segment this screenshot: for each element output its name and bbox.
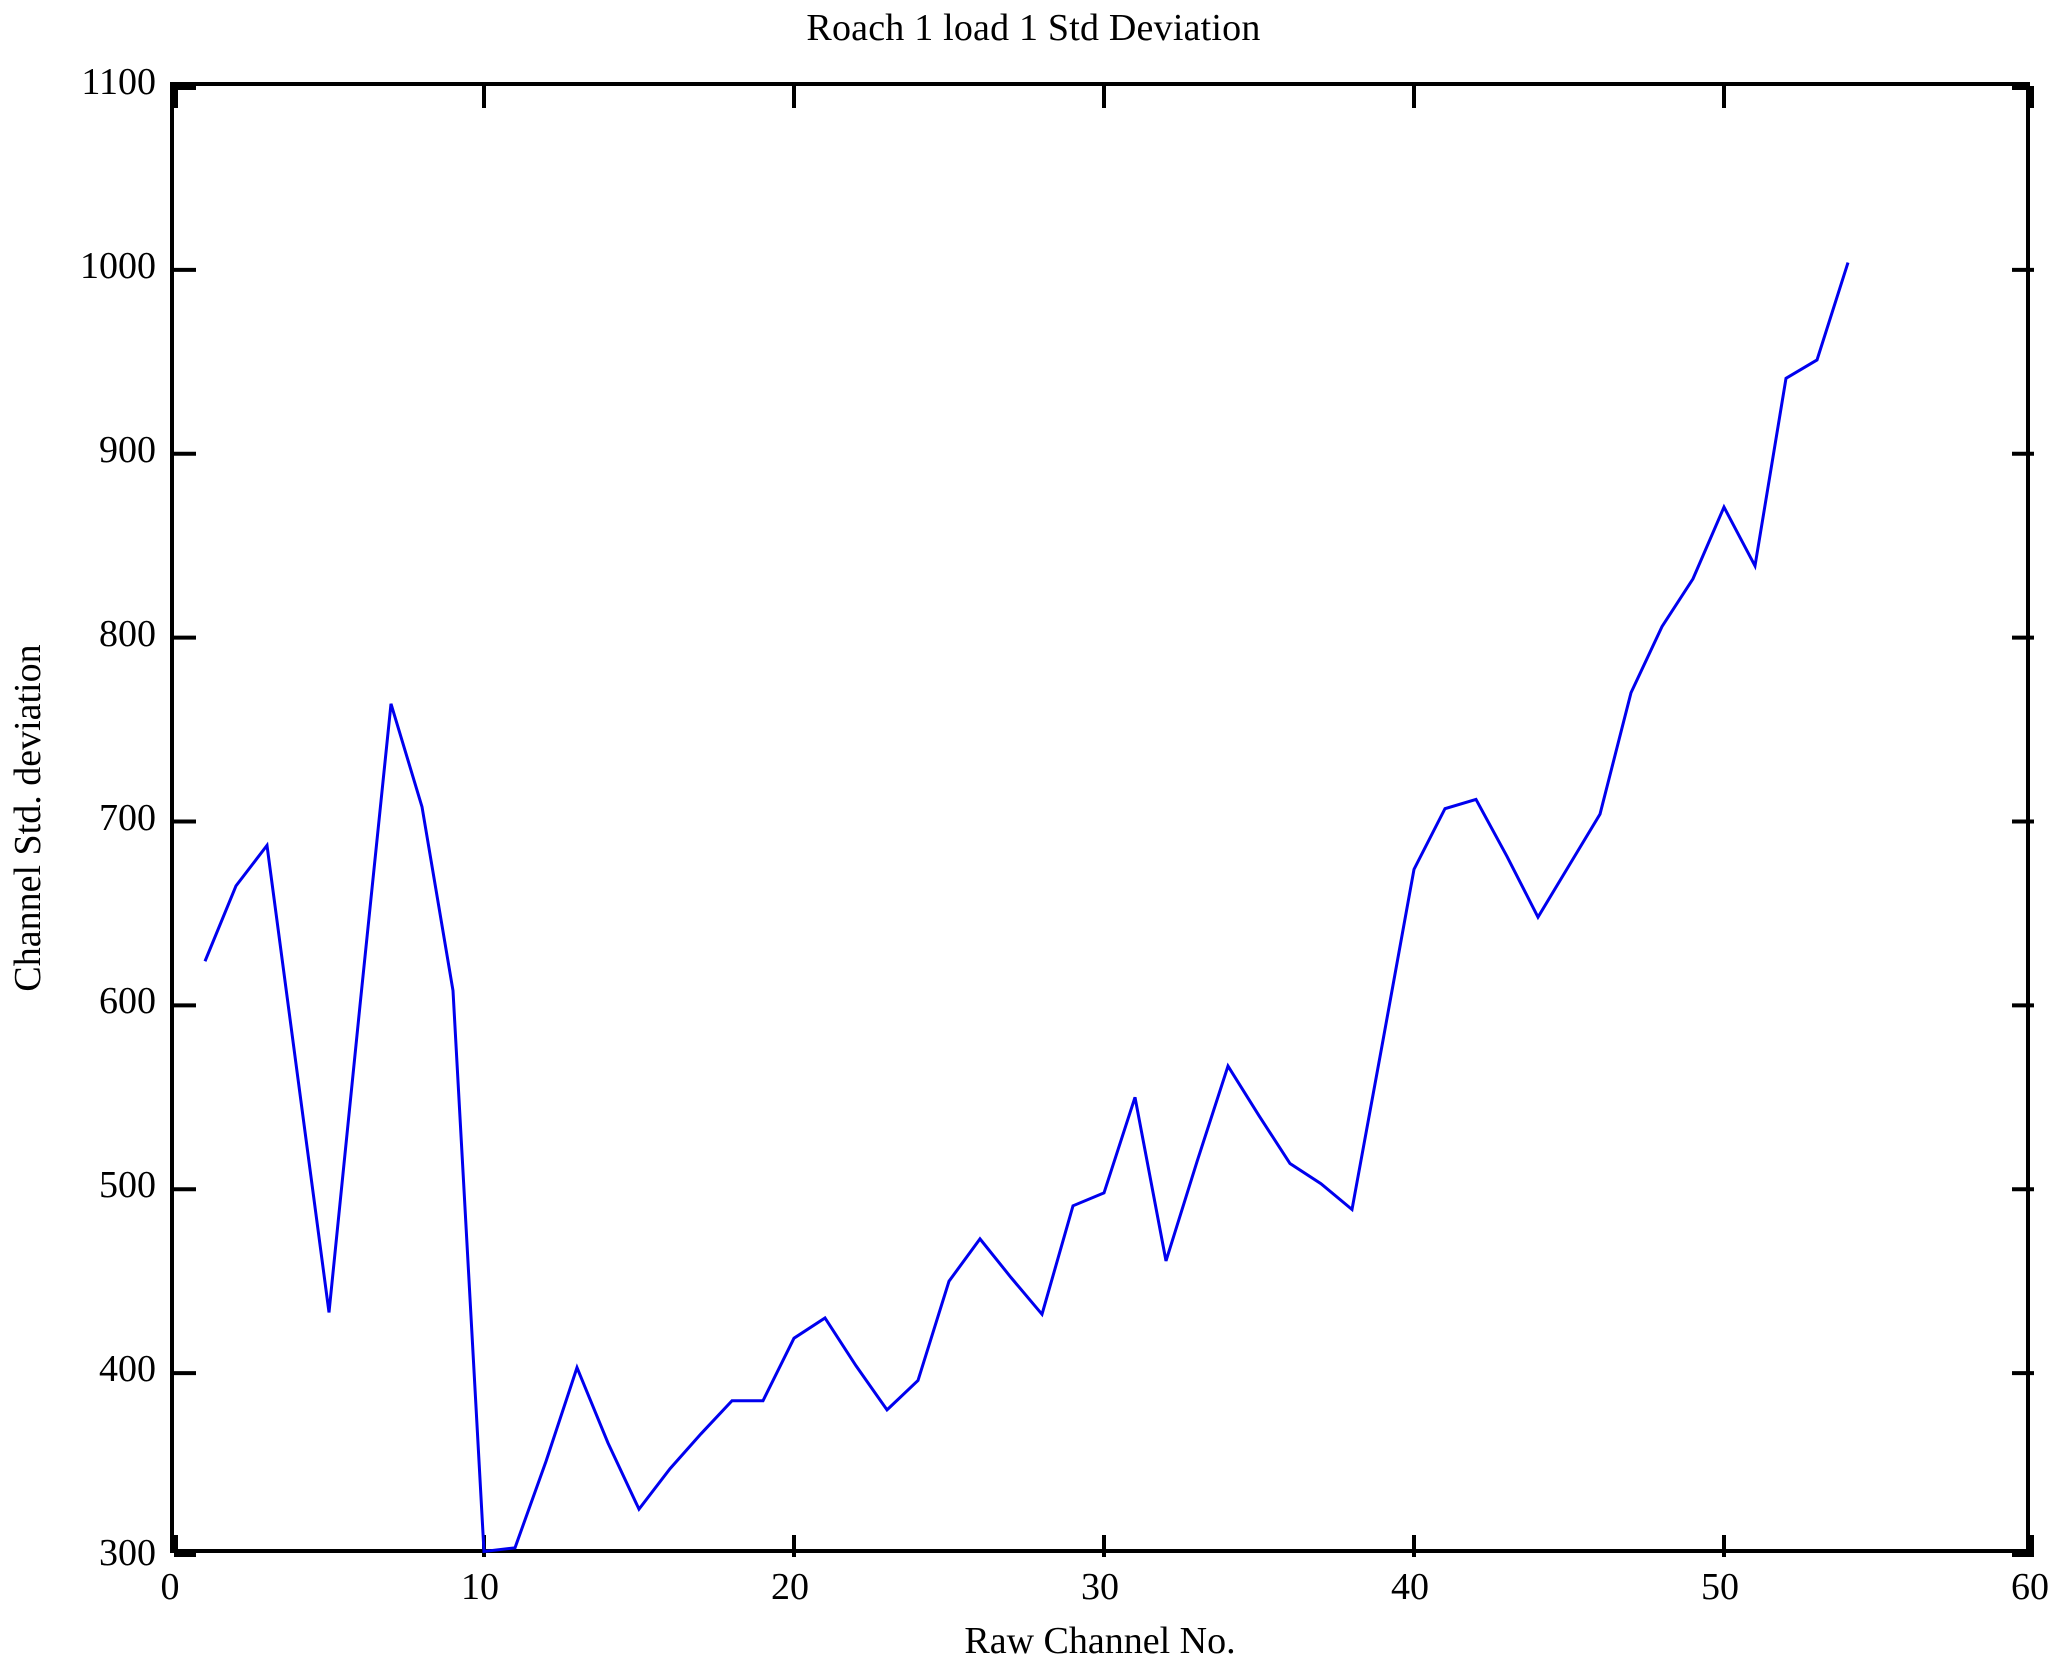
y-tick-marks <box>174 86 2034 1557</box>
y-tick-label: 700 <box>99 796 156 839</box>
y-tick-label: 800 <box>99 612 156 655</box>
plot-canvas <box>174 86 2034 1557</box>
plot-area <box>170 82 2034 1557</box>
chart-title: Roach 1 load 1 Std Deviation <box>806 7 1261 49</box>
y-axis-tick-labels: 300 400 500 600 700 800 900 1000 1100 <box>0 63 158 1572</box>
x-tick-label: 0 <box>160 1566 180 1608</box>
x-tick-label: 20 <box>771 1566 809 1608</box>
x-tick-label: 40 <box>1391 1566 1429 1608</box>
y-tick-label: 600 <box>99 980 156 1023</box>
y-tick-label: 1100 <box>81 61 156 103</box>
x-tick-label: 60 <box>2011 1566 2049 1608</box>
y-tick-label: 400 <box>99 1348 156 1391</box>
x-tick-label: 30 <box>1081 1566 1119 1608</box>
x-tick-label: 10 <box>461 1566 499 1608</box>
y-tick-label: 300 <box>99 1532 156 1574</box>
y-tick-label: 500 <box>99 1164 156 1207</box>
x-axis-tick-labels: 0 10 20 30 40 50 60 <box>161 1566 2050 1618</box>
data-series-line <box>203 262 1850 1554</box>
x-axis-title: Raw Channel No. <box>964 1620 1236 1662</box>
x-tick-label: 50 <box>1701 1566 1739 1608</box>
y-tick-label: 900 <box>99 428 156 471</box>
y-tick-label: 1000 <box>80 244 156 287</box>
x-tick-marks <box>174 86 2034 1557</box>
